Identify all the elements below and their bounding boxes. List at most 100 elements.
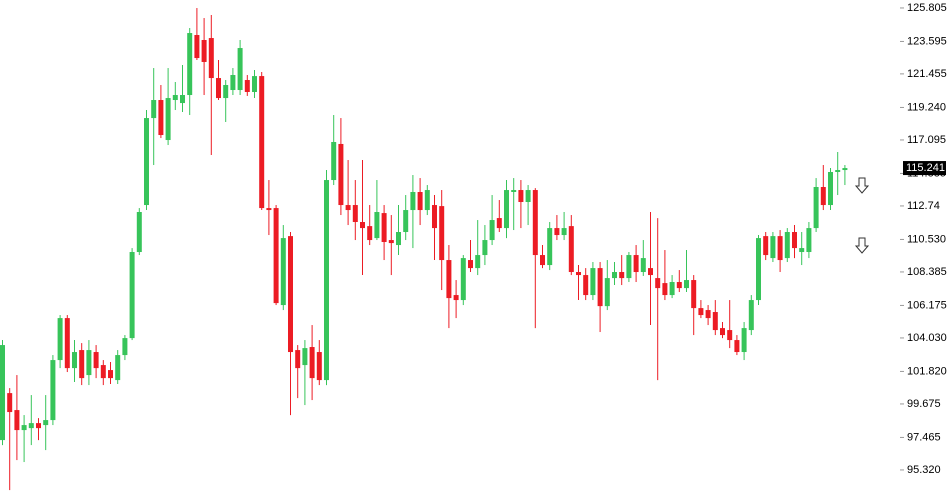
candle-body (72, 352, 77, 369)
y-tick-label: 95.320 (907, 464, 941, 476)
candle-body (698, 308, 704, 316)
candle-body (388, 240, 394, 244)
candle-body (129, 252, 135, 339)
candle-body (244, 80, 250, 92)
candle-body (115, 355, 121, 381)
candle-body (57, 318, 63, 361)
candle-body (316, 352, 322, 381)
down-arrow-icon[interactable] (854, 177, 870, 194)
candle-body (734, 340, 740, 353)
candle-body (352, 205, 358, 223)
candle-body (309, 347, 315, 379)
y-tick-label: 104.030 (907, 332, 947, 344)
candle-body (684, 280, 689, 289)
candle-body (172, 95, 178, 101)
candle-body (122, 338, 128, 356)
candle-body (410, 192, 416, 211)
candle-body (151, 100, 157, 119)
candle-body (439, 206, 445, 261)
candle-body (669, 282, 675, 296)
candle-body (576, 272, 581, 276)
candle-body (799, 248, 805, 253)
candle-body (403, 210, 409, 233)
candle-body (540, 255, 545, 266)
candle-body (295, 350, 301, 369)
candle-body (374, 212, 380, 239)
candle-body (28, 423, 34, 429)
candle-body (367, 226, 373, 241)
candle-body (43, 420, 49, 426)
candle-body (705, 310, 711, 319)
candle-body (446, 260, 452, 299)
candle-body (201, 40, 207, 62)
candle-body (86, 350, 92, 376)
candle-body (583, 275, 589, 296)
candle-body (21, 425, 27, 431)
candle-body (770, 236, 776, 259)
y-tick-label: 110.530 (907, 233, 946, 245)
candle-body (14, 410, 20, 431)
y-tick-label: 117.095 (907, 134, 946, 146)
candle-body (324, 180, 329, 381)
candle-body (187, 33, 193, 96)
candle-body (640, 258, 646, 273)
candle-body (180, 95, 185, 104)
candle-body (165, 98, 171, 141)
candle-body (756, 238, 761, 301)
candle-body (547, 228, 553, 266)
candle-body (612, 272, 617, 279)
candle-body (662, 283, 668, 296)
candle-body (633, 255, 639, 273)
candle-body (741, 328, 747, 353)
candle-body (144, 118, 149, 206)
candle-body (554, 228, 560, 236)
candle-body (338, 143, 344, 206)
candle-body (518, 190, 524, 203)
candle-body (777, 236, 783, 261)
candle-body (619, 272, 625, 279)
y-tick-label: 121.455 (907, 68, 947, 80)
y-tick-label: 97.465 (907, 431, 941, 443)
candle-body (568, 226, 574, 273)
candle-body (417, 192, 423, 211)
price-axis: 95.320 97.465 99.675 101.820 104.030 106.175 1… (900, 2, 947, 476)
candle-body (676, 282, 682, 289)
candle-body (648, 268, 653, 276)
candle-body (0, 345, 5, 441)
candle-body (468, 260, 473, 269)
y-tick-label: 108.385 (907, 266, 947, 278)
candle-body (763, 236, 769, 256)
candle-body (482, 240, 488, 256)
candle-body (475, 255, 481, 269)
candle-body (64, 318, 70, 369)
candle-body (626, 255, 632, 279)
candle-body (525, 190, 531, 203)
candle-body (288, 236, 293, 353)
candle-body (511, 190, 517, 193)
candle-body (460, 258, 466, 301)
down-arrow-icon[interactable] (854, 237, 870, 254)
y-tick-label: 101.820 (907, 365, 947, 377)
candle-body (727, 330, 733, 341)
candle-body (835, 170, 841, 173)
candle-body (266, 208, 272, 211)
candle-body (792, 232, 797, 249)
y-tick-label: 125.805 (907, 2, 947, 14)
candle-body (828, 172, 833, 206)
y-tick-label: 99.675 (907, 398, 941, 410)
candle-body (453, 295, 459, 301)
candle-body (489, 220, 495, 241)
candle-body (216, 78, 221, 99)
candle-body (655, 278, 661, 289)
candle-body (597, 268, 603, 307)
candle-body (345, 205, 351, 211)
candle-body (36, 423, 41, 429)
y-tick-label: 106.175 (907, 299, 947, 311)
last-price-box (903, 161, 946, 176)
candle-body (158, 100, 164, 136)
candle-body (208, 38, 214, 79)
candle-body (561, 228, 567, 236)
candle-body (237, 48, 243, 91)
candle-body (259, 76, 265, 209)
